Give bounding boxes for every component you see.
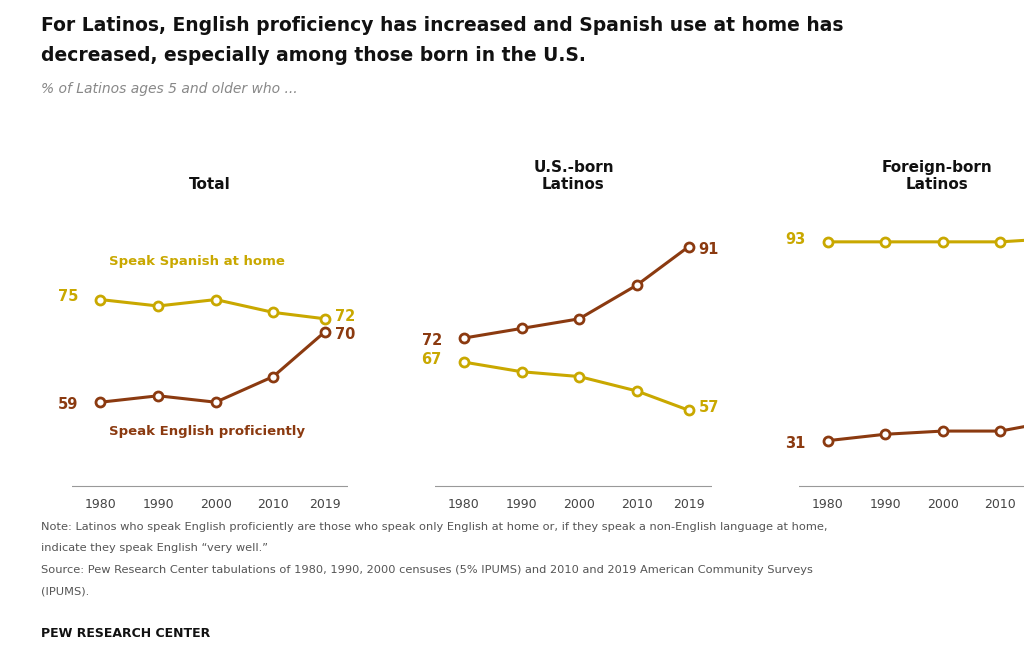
Text: 93: 93: [785, 232, 805, 247]
Text: 91: 91: [698, 242, 719, 257]
Text: Source: Pew Research Center tabulations of 1980, 1990, 2000 censuses (5% IPUMS) : Source: Pew Research Center tabulations …: [41, 565, 813, 575]
Text: 75: 75: [58, 289, 78, 304]
Text: 72: 72: [422, 333, 441, 348]
Text: (IPUMS).: (IPUMS).: [41, 586, 89, 596]
Text: Speak English proficiently: Speak English proficiently: [110, 425, 305, 438]
Title: Foreign-born
Latinos: Foreign-born Latinos: [882, 160, 992, 192]
Text: 72: 72: [335, 308, 355, 323]
Text: For Latinos, English proficiency has increased and Spanish use at home has: For Latinos, English proficiency has inc…: [41, 16, 844, 35]
Text: indicate they speak English “very well.”: indicate they speak English “very well.”: [41, 543, 268, 553]
Text: 57: 57: [698, 400, 719, 415]
Title: U.S.-born
Latinos: U.S.-born Latinos: [534, 160, 613, 192]
Text: PEW RESEARCH CENTER: PEW RESEARCH CENTER: [41, 626, 210, 640]
Text: decreased, especially among those born in the U.S.: decreased, especially among those born i…: [41, 46, 586, 65]
Text: 67: 67: [422, 352, 441, 367]
Text: 70: 70: [335, 327, 355, 342]
Text: Speak Spanish at home: Speak Spanish at home: [110, 255, 285, 268]
Title: Total: Total: [189, 178, 230, 192]
Text: 31: 31: [785, 436, 805, 451]
Text: 59: 59: [58, 398, 78, 413]
Text: % of Latinos ages 5 and older who ...: % of Latinos ages 5 and older who ...: [41, 82, 298, 96]
Text: Note: Latinos who speak English proficiently are those who speak only English at: Note: Latinos who speak English proficie…: [41, 522, 827, 531]
